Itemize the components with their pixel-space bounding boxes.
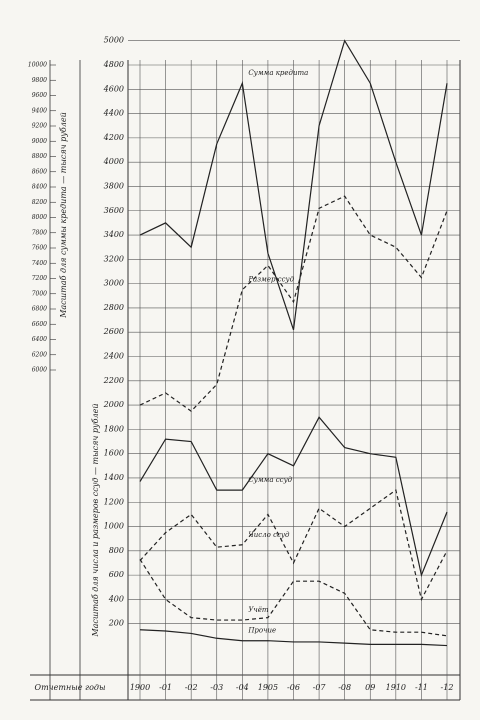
y-tick-label: 1400 xyxy=(104,473,124,482)
y2-tick-label: 6800 xyxy=(32,306,47,313)
series-label: Прочие xyxy=(247,627,276,635)
x-tick-label: 1910 xyxy=(386,683,406,692)
y-tick-label: 3400 xyxy=(104,230,124,239)
y-axis-title: Масштаб для числа и размеров ссуд — тыся… xyxy=(91,403,100,637)
series-line xyxy=(139,416,448,578)
y2-tick-label: 9600 xyxy=(32,92,47,99)
y2-tick-label: 6000 xyxy=(32,367,47,374)
y2-tick-label: 6200 xyxy=(32,351,47,358)
x-tick-label: 1905 xyxy=(258,683,278,692)
y-tick-label: 4400 xyxy=(103,109,124,118)
y-tick-label: 3000 xyxy=(104,279,124,288)
x-axis-title: Отчетные годы xyxy=(35,683,106,692)
y2-tick-label: 6400 xyxy=(32,336,47,343)
y-tick-label: 2600 xyxy=(103,327,124,336)
x-tick-label: 1900 xyxy=(130,683,150,692)
x-tick-label: -04 xyxy=(236,683,249,692)
y2-tick-label: 8200 xyxy=(32,199,47,206)
x-tick-label: -11 xyxy=(415,683,428,692)
y2-tick-label: 9400 xyxy=(32,107,47,114)
y2-tick-label: 9200 xyxy=(32,123,47,130)
y-tick-label: 2400 xyxy=(103,352,124,361)
y2-tick-label: 8600 xyxy=(32,168,47,175)
y-tick-label: 2800 xyxy=(103,303,124,312)
x-tick-label: -07 xyxy=(313,683,327,692)
x-tick-label: -01 xyxy=(159,683,172,692)
x-tick-label: -02 xyxy=(185,683,198,692)
y2-tick-label: 7000 xyxy=(32,290,47,297)
y2-tick-label: 8400 xyxy=(32,184,47,191)
y2-tick-label: 7800 xyxy=(32,229,47,236)
x-tick-label: -06 xyxy=(287,683,300,692)
y-tick-label: 600 xyxy=(109,570,124,579)
x-tick-label: -03 xyxy=(210,683,223,692)
y2-tick-label: 6600 xyxy=(32,321,47,328)
y-tick-label: 200 xyxy=(108,619,124,628)
series-label: Учёт xyxy=(248,606,269,614)
y2-axis-title: Масштаб для суммы кредита — тысяч рублей xyxy=(59,112,68,319)
series-line xyxy=(139,629,448,647)
series-label: Сумма ссуд xyxy=(248,476,292,484)
y-tick-label: 5000 xyxy=(104,36,124,45)
series-line xyxy=(139,195,448,412)
y-tick-label: 4800 xyxy=(103,60,124,69)
y-tick-label: 4600 xyxy=(103,84,124,93)
series-line xyxy=(139,489,448,602)
y2-tick-label: 7600 xyxy=(32,245,47,252)
y-tick-label: 1600 xyxy=(104,449,124,458)
y-tick-label: 1800 xyxy=(104,424,124,433)
series-label: Сумма кредита xyxy=(248,69,308,77)
y-tick-label: 1000 xyxy=(104,522,124,531)
y2-tick-label: 9000 xyxy=(32,138,47,145)
series-label: Число ссуд xyxy=(248,531,290,539)
x-tick-label: 09 xyxy=(365,683,375,692)
y2-tick-label: 7200 xyxy=(32,275,47,282)
y-tick-label: 2200 xyxy=(103,376,124,385)
series-line xyxy=(139,39,448,330)
series-label: Размер ссуд xyxy=(247,276,294,284)
y-tick-label: 400 xyxy=(108,594,124,603)
series-line xyxy=(139,559,448,637)
y2-tick-label: 10000 xyxy=(28,62,47,69)
x-tick-label: -08 xyxy=(338,683,351,692)
y-tick-label: 3600 xyxy=(104,206,124,215)
y-tick-label: 1200 xyxy=(104,497,124,506)
y2-tick-label: 8000 xyxy=(32,214,47,221)
x-tick-label: -12 xyxy=(441,683,454,692)
y-tick-label: 3800 xyxy=(104,181,124,190)
y-tick-label: 4000 xyxy=(103,157,124,166)
y2-tick-label: 9800 xyxy=(32,77,47,84)
y-tick-label: 800 xyxy=(109,546,124,555)
y-tick-label: 4200 xyxy=(103,133,124,142)
y2-tick-label: 8800 xyxy=(32,153,47,160)
y-tick-label: 2000 xyxy=(103,400,124,409)
y2-tick-label: 7400 xyxy=(32,260,47,267)
y-tick-label: 3200 xyxy=(104,254,124,263)
